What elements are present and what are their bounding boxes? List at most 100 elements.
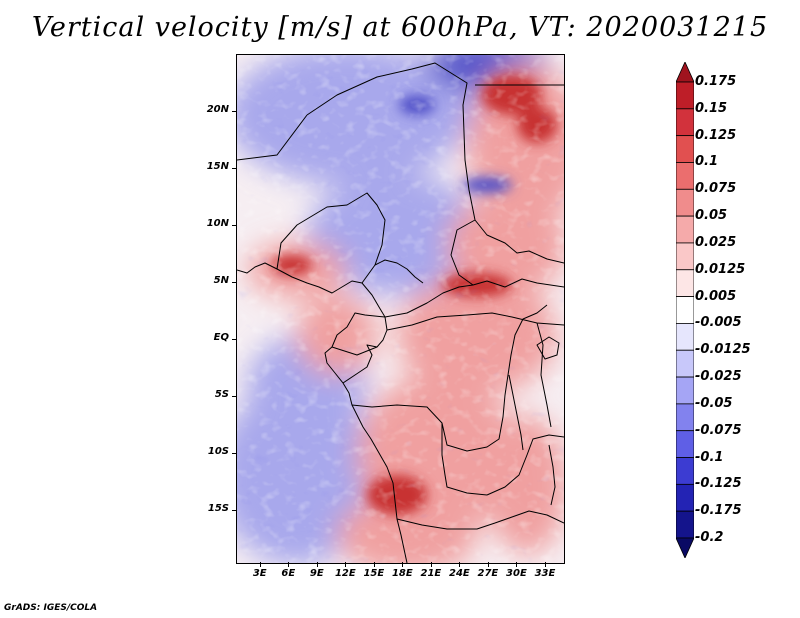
colorbar-label: 0.025 (695, 234, 737, 250)
colorbar-label: -0.075 (695, 422, 742, 438)
lake-malawi (548, 444, 556, 506)
footer-credit: GrADS: IGES/COLA (4, 603, 98, 613)
lake-victoria (536, 336, 560, 360)
colorbar-label: -0.175 (695, 503, 742, 519)
border-angola-namibia (396, 518, 496, 530)
lat-tick (232, 338, 237, 340)
lon-tick (402, 562, 404, 567)
colorbar-swatch (676, 510, 694, 539)
map-panel (236, 54, 565, 564)
lat-tick (232, 110, 237, 112)
lon-tick (288, 562, 290, 567)
lon-tick (459, 562, 461, 567)
lon-label: 15E (363, 568, 385, 579)
colorbar-label: 0.05 (695, 208, 728, 224)
colorbar-label: 0.15 (695, 100, 728, 116)
border-nigeria-cameroon (276, 192, 386, 284)
lon-label: 21E (420, 568, 442, 579)
lon-label: 24E (449, 568, 470, 579)
colorbar-swatch (676, 215, 694, 244)
chart-title: Vertical velocity [m/s] at 600hPa, VT: 2… (31, 12, 769, 43)
colorbar-label: -0.025 (695, 369, 742, 385)
coastline-central-africa (324, 316, 408, 563)
lat-tick (232, 452, 237, 454)
colorbar-label: 0.1 (695, 154, 719, 170)
lat-label: EQ (213, 331, 229, 343)
lon-label: 6E (281, 568, 296, 579)
border-south-east (494, 510, 564, 524)
lon-tick (316, 562, 318, 567)
colorbar-swatch (676, 296, 694, 324)
lon-tick (487, 562, 489, 567)
lat-label: 5S (214, 388, 229, 400)
border-chad-east (450, 219, 564, 288)
lon-label: 9E (309, 568, 324, 579)
colorbar-label: -0.1 (695, 449, 724, 465)
map-canvas (237, 55, 564, 563)
lake-tanganyika (508, 374, 524, 451)
lon-label: 30E (506, 568, 527, 579)
coastline-west-africa (237, 262, 386, 318)
lat-label: 10N (206, 217, 229, 229)
border-sudan (474, 219, 564, 264)
lon-label: 27E (477, 568, 499, 579)
colorbar-bottom-arrow (676, 537, 694, 558)
border-north (306, 62, 476, 221)
lon-tick (430, 562, 432, 567)
colorbar-label: -0.125 (695, 476, 742, 492)
colorbar-swatch (676, 430, 694, 458)
colorbar-swatch (676, 457, 694, 485)
border-tanzania (536, 322, 552, 428)
lat-label: 5N (213, 274, 229, 286)
lon-tick (345, 562, 347, 567)
border-angola-zambia (441, 423, 488, 496)
lon-label: 33E (534, 568, 556, 579)
border-car (384, 284, 474, 318)
border-zambia-south (486, 434, 564, 496)
colorbar-swatch (676, 162, 694, 190)
colorbar-swatch (676, 188, 694, 217)
border-drc-angola (351, 394, 506, 452)
colorbar-label: 0.005 (695, 288, 737, 304)
coastlines-borders (237, 62, 564, 563)
border-chad-cameroon (374, 259, 424, 284)
lat-tick (232, 224, 237, 226)
lat-label: 15S (207, 502, 229, 514)
lon-tick (373, 562, 375, 567)
colorbar-swatch (676, 81, 694, 110)
lat-label: 15N (206, 160, 229, 172)
colorbar-label: 0.175 (695, 74, 737, 89)
colorbar-label: -0.2 (695, 530, 724, 545)
lon-label: 12E (334, 568, 356, 579)
lon-tick (516, 562, 518, 567)
colorbar (676, 62, 694, 558)
field-texture-dark (237, 55, 564, 563)
border-car-south (386, 312, 564, 331)
border-gabon (331, 312, 386, 348)
lat-label: 10S (207, 445, 229, 457)
lon-label: 3E (252, 568, 267, 579)
lat-tick (232, 281, 237, 283)
colorbar-swatch (676, 376, 694, 405)
lon-label: 18E (391, 568, 413, 579)
colorbar-swatch (676, 403, 694, 432)
lat-tick (232, 167, 237, 169)
border-mali-niger (237, 114, 308, 161)
colorbar-top-arrow (676, 62, 694, 83)
colorbar-swatch (676, 135, 694, 163)
colorbar-swatch (676, 108, 694, 137)
colorbar-swatch (676, 349, 694, 378)
colorbar-label: 0.125 (695, 127, 737, 143)
lat-tick (232, 395, 237, 397)
lon-tick (259, 562, 261, 567)
colorbar-swatch (676, 242, 694, 271)
lat-tick (232, 509, 237, 511)
colorbar-label: -0.0125 (695, 342, 751, 358)
colorbar-swatch (676, 323, 694, 351)
colorbar-swatch (676, 483, 694, 512)
colorbar-swatch (676, 269, 694, 297)
border-congo (342, 344, 378, 384)
lat-label: 20N (206, 103, 229, 115)
colorbar-label: -0.005 (695, 315, 742, 331)
border-east-africa (504, 304, 548, 396)
